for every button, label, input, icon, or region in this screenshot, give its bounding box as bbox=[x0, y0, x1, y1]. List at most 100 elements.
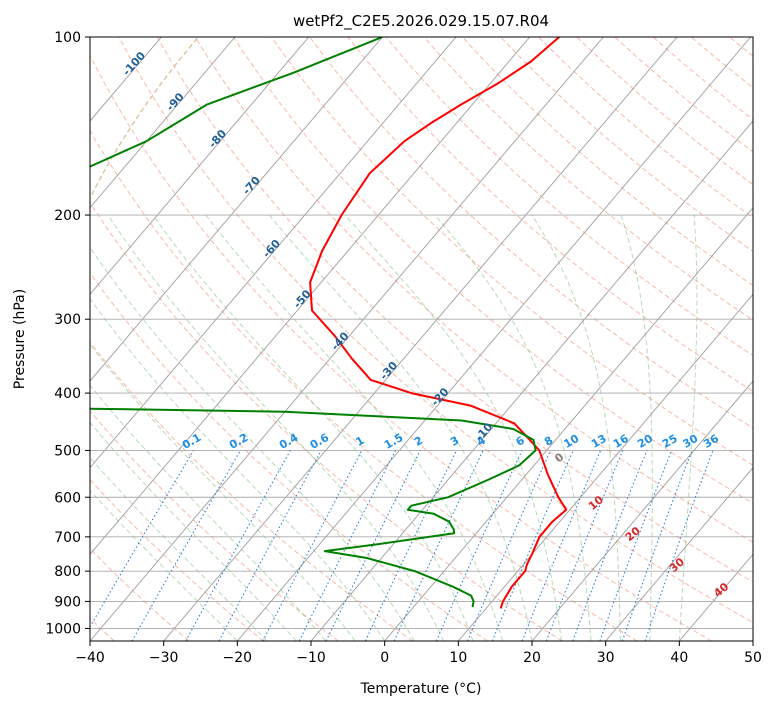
mixing-ratio-label: 16 bbox=[611, 432, 631, 451]
dry-adiabat bbox=[90, 272, 488, 641]
x-tick-label: −40 bbox=[75, 650, 105, 666]
x-axis-label: Temperature (°C) bbox=[360, 681, 482, 697]
isotherm-line bbox=[531, 380, 753, 641]
moist-adiabat bbox=[344, 214, 562, 641]
dry-adiabat bbox=[461, 37, 753, 287]
y-axis-label: Pressure (hPa) bbox=[12, 289, 28, 389]
red-isotherm-label: 10 bbox=[586, 493, 606, 513]
moist-adiabat bbox=[205, 214, 503, 641]
isotherm-line bbox=[310, 120, 753, 641]
isotherm-line bbox=[90, 37, 383, 382]
dry-adiabat bbox=[156, 37, 753, 583]
mixing-ratio-line bbox=[644, 450, 714, 641]
isotherm-line bbox=[90, 37, 604, 641]
y-tick-label: 300 bbox=[54, 312, 81, 328]
x-tick-label: 20 bbox=[523, 650, 541, 666]
moist-adiabat bbox=[90, 246, 415, 641]
dry-adiabat bbox=[194, 37, 753, 543]
pressure-gridlines bbox=[90, 36, 753, 629]
x-tick-label: 40 bbox=[670, 650, 688, 666]
moist-adiabat bbox=[434, 214, 592, 641]
moist-adiabat bbox=[531, 214, 621, 641]
isotherm-label: -80 bbox=[206, 127, 229, 151]
mixing-ratio-label: 1 bbox=[353, 434, 366, 449]
mixing-ratio-lines bbox=[90, 450, 714, 641]
x-tick-label: −10 bbox=[296, 650, 326, 666]
isotherm-line bbox=[678, 553, 753, 641]
y-tick-label: 900 bbox=[54, 594, 81, 610]
isotherm-lines bbox=[90, 37, 753, 641]
y-axis: 100 200 300 400 500 600 700 800 900 1000 bbox=[45, 30, 90, 637]
isotherm-line bbox=[90, 37, 457, 469]
isotherm-line bbox=[90, 37, 236, 209]
mixing-ratio-line bbox=[572, 450, 648, 641]
dry-adiabat bbox=[90, 547, 190, 641]
dry-adiabat bbox=[90, 478, 264, 641]
isotherm-line bbox=[605, 466, 753, 641]
dry-adiabat bbox=[347, 37, 753, 393]
dry-adiabat bbox=[690, 37, 753, 89]
mixing-ratio-line bbox=[545, 450, 624, 641]
plot-frame bbox=[89, 36, 754, 642]
isotherm-line bbox=[752, 640, 753, 641]
mixing-ratio-line bbox=[491, 450, 574, 641]
mixing-ratio-line bbox=[298, 450, 396, 641]
mixing-ratio-label: 30 bbox=[680, 432, 700, 451]
mixing-ratio-line bbox=[325, 450, 421, 641]
x-tick-label: −20 bbox=[223, 650, 253, 666]
isotherm-label: -100 bbox=[120, 49, 148, 78]
chart-title: wetPf2_C2E5.2026.029.15.07.R04 bbox=[293, 12, 549, 31]
y-tick-label: 700 bbox=[54, 530, 81, 546]
dry-adiabat bbox=[385, 37, 753, 357]
mixing-ratio-line bbox=[521, 450, 602, 641]
y-tick-label: 500 bbox=[54, 443, 81, 459]
mixing-ratio-label: 8 bbox=[542, 434, 555, 449]
x-tick-label: 10 bbox=[449, 650, 467, 666]
mixing-ratio-label: 0.2 bbox=[227, 431, 250, 452]
mixing-ratio-line bbox=[90, 450, 194, 628]
dry-adiabat bbox=[729, 37, 753, 57]
mixing-ratio-line bbox=[621, 450, 693, 641]
moist-adiabat bbox=[90, 298, 386, 641]
dry-adiabat bbox=[309, 37, 753, 429]
sounding-series bbox=[90, 37, 568, 609]
dry-adiabat bbox=[538, 37, 753, 219]
moist-adiabat bbox=[107, 214, 445, 641]
dry-adiabat bbox=[614, 37, 753, 153]
red-isotherm-label: 0 bbox=[552, 450, 566, 465]
dry-adiabat bbox=[90, 201, 563, 641]
mixing-ratio-label: 25 bbox=[660, 432, 680, 451]
mixing-ratio-label: 2 bbox=[412, 434, 425, 449]
mixing-ratio-label: 13 bbox=[589, 432, 609, 451]
dry-adiabat bbox=[423, 37, 753, 321]
isotherm-line bbox=[90, 37, 310, 296]
isotherm-label: -60 bbox=[260, 237, 283, 261]
dry-adiabat bbox=[232, 37, 753, 504]
dry-adiabat bbox=[500, 37, 753, 253]
y-tick-label: 400 bbox=[54, 386, 81, 402]
x-axis: −40 −30 −20 −10 0 10 20 30 40 50 bbox=[75, 641, 762, 666]
mixing-ratio-line bbox=[131, 450, 241, 641]
isotherm-label: -30 bbox=[377, 359, 400, 383]
mixing-ratio-line bbox=[185, 450, 291, 641]
moist-adiabat bbox=[152, 214, 474, 641]
dry-adiabat bbox=[652, 37, 753, 121]
mixing-ratio-line bbox=[364, 450, 457, 641]
mixing-ratio-line bbox=[393, 450, 484, 641]
mixing-ratio-label: 10 bbox=[562, 432, 582, 451]
dry-adiabat bbox=[271, 37, 753, 466]
mixing-ratio-label: 1.5 bbox=[382, 431, 405, 452]
moist-adiabat bbox=[678, 214, 698, 641]
moist-adiabat bbox=[90, 421, 297, 641]
dry-adiabat bbox=[768, 37, 775, 641]
moist-adiabat bbox=[268, 214, 533, 641]
isotherm-line bbox=[457, 293, 753, 641]
x-tick-label: −30 bbox=[149, 650, 179, 666]
mixing-ratio-label: 0.6 bbox=[308, 431, 332, 452]
dry-adiabat bbox=[90, 129, 638, 641]
isotherm-line bbox=[236, 37, 752, 641]
isotherm-line bbox=[163, 37, 678, 641]
mixing-ratio-line bbox=[599, 450, 673, 641]
y-tick-label: 800 bbox=[54, 564, 81, 580]
